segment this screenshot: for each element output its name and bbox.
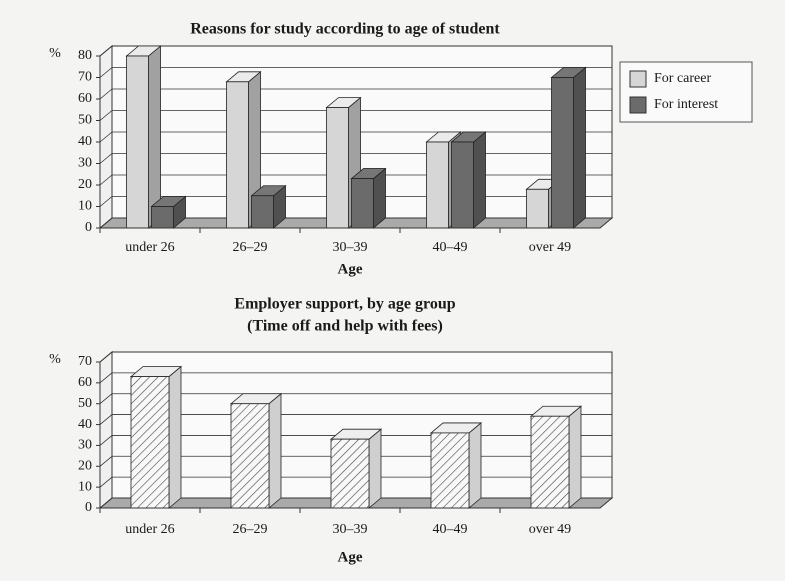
y-tick-label: 0 <box>85 220 92 235</box>
grid-line-side <box>99 217 113 229</box>
x-tick-label: over 49 <box>529 240 571 255</box>
grid-line-side <box>99 476 113 488</box>
x-tick-label: 40–49 <box>433 240 468 255</box>
bar <box>330 438 370 509</box>
bar <box>430 432 470 509</box>
y-tick-label: 40 <box>78 417 92 432</box>
grid-line-side <box>99 131 113 143</box>
grid-line-side <box>99 45 113 57</box>
y-unit: % <box>49 46 61 61</box>
x-tick-label: under 26 <box>125 522 174 537</box>
bar-side <box>468 422 482 509</box>
y-tick-label: 30 <box>78 438 92 453</box>
bar <box>551 77 574 229</box>
y-tick-label: 40 <box>78 134 92 149</box>
x-tick-label: 30–39 <box>333 522 368 537</box>
side-wall <box>99 350 113 510</box>
grid-line-side <box>99 455 113 467</box>
legend-label: For interest <box>654 97 718 112</box>
bar-side <box>368 428 382 509</box>
grid-line-side <box>99 110 113 121</box>
bar <box>126 55 149 229</box>
legend-swatch <box>629 96 647 114</box>
x-tick-label: 40–49 <box>433 522 468 537</box>
y-unit: % <box>49 352 61 367</box>
y-tick-label: 50 <box>78 113 92 128</box>
grid-line-side <box>99 153 113 164</box>
bar-side <box>568 405 582 509</box>
y-tick-label: 30 <box>78 156 92 171</box>
y-tick-label: 80 <box>78 48 92 63</box>
y-tick-label: 60 <box>78 375 92 390</box>
bar <box>226 81 249 229</box>
y-tick-label: 20 <box>78 177 92 192</box>
bar <box>426 141 449 229</box>
bar <box>251 195 274 229</box>
grid-line-side <box>99 497 113 509</box>
bar <box>230 403 270 509</box>
bar <box>451 141 474 229</box>
grid-line-side <box>99 435 113 446</box>
y-tick-label: 60 <box>78 91 92 106</box>
legend-label: For career <box>654 71 711 86</box>
x-axis-label: Age <box>338 549 363 565</box>
y-tick-label: 70 <box>78 70 92 85</box>
y-tick-label: 10 <box>78 479 92 494</box>
chart-title: Reasons for study according to age of st… <box>190 21 500 38</box>
bar-side <box>473 131 486 229</box>
x-axis-label: Age <box>338 261 363 277</box>
bar <box>351 178 374 229</box>
y-tick-label: 70 <box>78 354 92 369</box>
x-tick-label: 30–39 <box>333 240 368 255</box>
grid-line-side <box>99 414 113 425</box>
bar <box>530 415 570 509</box>
bar-side <box>168 365 182 509</box>
chart-subtitle: (Time off and help with fees) <box>247 318 443 335</box>
x-tick-label: 26–29 <box>233 522 268 537</box>
bar-side <box>573 66 586 229</box>
x-tick-label: over 49 <box>529 522 571 537</box>
bar <box>130 376 170 509</box>
grid-line-side <box>99 351 113 363</box>
grid-line-side <box>99 174 113 186</box>
grid-line-side <box>99 67 113 78</box>
y-tick-label: 20 <box>78 459 92 474</box>
x-tick-label: 26–29 <box>233 240 268 255</box>
grid-line-side <box>99 372 113 384</box>
grid-line-side <box>99 196 113 207</box>
grid-line-side <box>99 393 113 405</box>
y-tick-label: 10 <box>78 199 92 214</box>
bar <box>151 206 174 229</box>
legend-swatch <box>629 70 647 88</box>
grid-line-side <box>99 88 113 100</box>
y-tick-label: 0 <box>85 500 92 515</box>
y-tick-label: 50 <box>78 396 92 411</box>
chart-title: Employer support, by age group <box>234 296 455 313</box>
bar <box>526 188 549 229</box>
bar <box>326 107 349 229</box>
bar-side <box>268 392 282 509</box>
x-tick-label: under 26 <box>125 240 174 255</box>
